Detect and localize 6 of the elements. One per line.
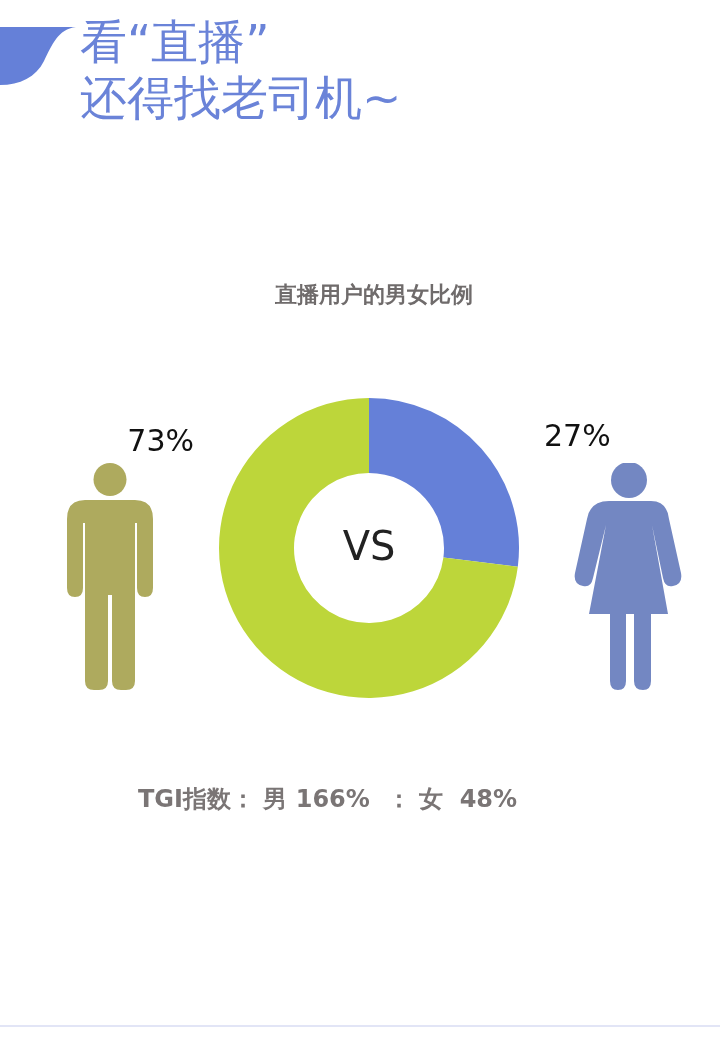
text: TGI指数： 男 166% ： 女 48% xyxy=(138,784,518,815)
chart-title: 看“直播” 还得找老司机~ xyxy=(80,14,402,126)
data-label: 73% xyxy=(127,422,194,458)
data-label: 27% xyxy=(544,417,611,453)
chart-subtitle: 直播用户的男女比例 xyxy=(274,281,474,309)
text: VS xyxy=(342,523,396,570)
